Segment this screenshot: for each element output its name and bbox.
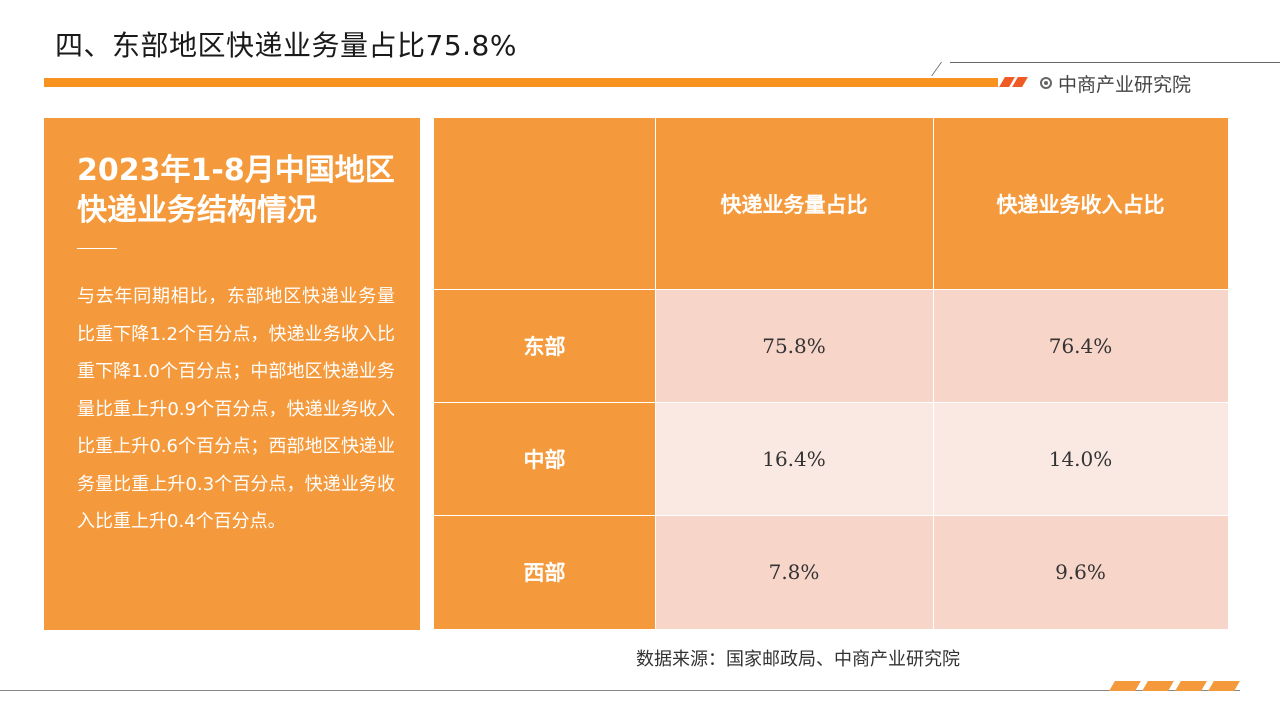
header-stripes: [999, 77, 1032, 87]
cell-central-volume-value: 16.4%: [762, 446, 826, 471]
cell-east-revenue-value: 76.4%: [1048, 333, 1113, 358]
share-table: 快递业务量占比 快递业务收入占比 东部 75.8% 76.4% 中部 16.4%…: [434, 118, 1228, 629]
grid-line-v1: [655, 118, 656, 629]
column-header-revenue-label: 快递业务收入占比: [996, 192, 1165, 217]
brand-logo-icon: [1040, 77, 1052, 89]
grid-line-h1: [434, 289, 1228, 290]
row-header-central: 中部: [434, 402, 655, 515]
cell-east-revenue: 76.4%: [933, 289, 1228, 402]
grid-line-v2: [933, 118, 934, 629]
grid-line-h3: [434, 515, 1228, 516]
column-header-volume: 快递业务量占比: [655, 118, 933, 289]
summary-heading: 2023年1-8月中国地区快递业务结构情况: [77, 153, 395, 228]
summary-divider: [77, 248, 117, 249]
header-thin-rule-slant: [931, 62, 942, 76]
summary-text: 与去年同期相比，东部地区快递业务量比重下降1.2个百分点，快递业务收入比重下降1…: [77, 286, 395, 532]
cell-west-volume: 7.8%: [655, 515, 933, 629]
summary-panel: 2023年1-8月中国地区快递业务结构情况 与去年同期相比，东部地区快递业务量比…: [44, 118, 420, 630]
cell-east-volume: 75.8%: [655, 289, 933, 402]
data-source-note: 数据来源：国家邮政局、中商产业研究院: [636, 649, 960, 670]
cell-central-revenue-value: 14.0%: [1048, 446, 1113, 471]
row-header-east-label: 东部: [523, 334, 566, 359]
column-header-revenue: 快递业务收入占比: [933, 118, 1228, 289]
cell-central-volume: 16.4%: [655, 402, 933, 515]
column-header-volume-label: 快递业务量占比: [720, 192, 868, 217]
cell-east-volume-value: 75.8%: [762, 333, 826, 358]
cell-west-revenue-value: 9.6%: [1055, 560, 1106, 584]
cell-central-revenue: 14.0%: [933, 402, 1228, 515]
row-header-east: 东部: [434, 289, 655, 402]
title-underline: [44, 78, 998, 87]
row-header-west: 西部: [434, 515, 655, 629]
row-header-west-label: 西部: [523, 561, 566, 585]
brand: 中商产业研究院: [1040, 70, 1191, 96]
header-thin-rule: [950, 62, 1280, 63]
footer-stripes: [1109, 681, 1242, 691]
grid-line-h2: [434, 402, 1228, 403]
table-corner-cell: [434, 118, 655, 289]
footer-rule: [0, 690, 1240, 691]
page-title: 四、东部地区快递业务量占比75.8%: [55, 29, 517, 62]
row-header-central-label: 中部: [523, 447, 566, 472]
cell-west-revenue: 9.6%: [933, 515, 1228, 629]
cell-west-volume-value: 7.8%: [768, 560, 820, 584]
brand-name: 中商产业研究院: [1058, 73, 1192, 96]
